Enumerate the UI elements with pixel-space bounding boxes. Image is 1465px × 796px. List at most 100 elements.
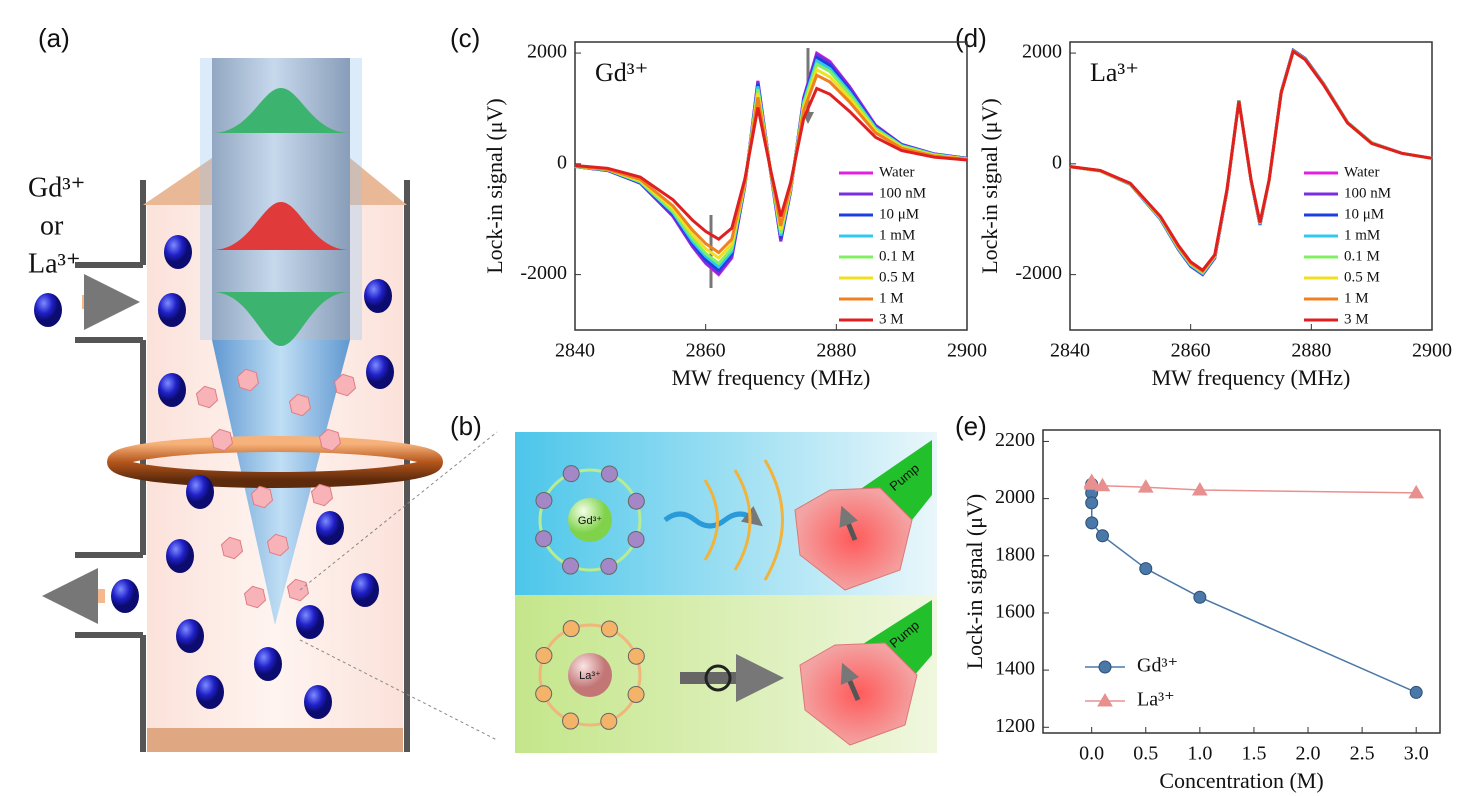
ion xyxy=(351,573,379,607)
ion xyxy=(364,279,392,313)
plot-frame xyxy=(1069,41,1433,331)
ion xyxy=(186,475,214,509)
electron xyxy=(535,647,553,665)
nv-spin xyxy=(839,505,858,541)
x-tick-label: 2.5 xyxy=(1350,743,1375,765)
zoom-line xyxy=(299,431,498,591)
y-tick-label: 2000 xyxy=(527,41,567,63)
legend-label: Gd³⁺ xyxy=(1137,655,1178,677)
x-tick-label: 3.0 xyxy=(1404,743,1429,765)
electron xyxy=(535,492,553,510)
legend-label: 100 nM xyxy=(1344,185,1391,201)
marker xyxy=(1193,590,1207,604)
la-ion xyxy=(568,653,612,697)
legend-marker xyxy=(1097,693,1113,707)
electron xyxy=(535,685,553,703)
electron xyxy=(627,685,645,703)
ion xyxy=(111,579,139,613)
or-label: or xyxy=(40,210,64,241)
legend-label: 0.1 M xyxy=(1344,248,1380,264)
x-axis-title: MW frequency (MHz) xyxy=(1152,365,1351,390)
ion xyxy=(316,511,344,545)
crystal xyxy=(243,585,267,609)
ion xyxy=(166,539,194,573)
crystal xyxy=(266,533,290,557)
legend-label: Water xyxy=(1344,164,1379,180)
pulse xyxy=(212,88,350,133)
ions xyxy=(34,235,394,719)
panel-label: (d) xyxy=(955,23,987,53)
coil xyxy=(107,436,443,488)
electron xyxy=(627,492,645,510)
legend-label: 0.5 M xyxy=(1344,269,1380,285)
y-tick-label: 2200 xyxy=(995,429,1035,451)
ion xyxy=(34,293,62,327)
electron xyxy=(562,712,580,730)
panel-label: (c) xyxy=(450,23,480,53)
ion-label: La³⁺ xyxy=(579,670,601,682)
legend-label: 1 M xyxy=(879,290,904,306)
y-tick-label: 1200 xyxy=(995,715,1035,737)
electron xyxy=(627,647,645,665)
y-axis-title: Lock-in signal (μV) xyxy=(962,494,987,670)
panel-label: (e) xyxy=(955,411,987,441)
marker xyxy=(1139,562,1153,576)
x-tick-label: 2.0 xyxy=(1296,743,1321,765)
marker xyxy=(1085,496,1099,510)
series-line xyxy=(1069,48,1433,273)
bottom-cap xyxy=(147,728,403,752)
ion xyxy=(304,685,332,719)
ion xyxy=(158,373,186,407)
ion-label: Gd³⁺ xyxy=(28,172,85,203)
electron xyxy=(562,557,580,575)
ion xyxy=(164,235,192,269)
annotation: Gd³⁺ xyxy=(595,58,648,87)
marker xyxy=(1409,685,1423,699)
electron xyxy=(627,530,645,548)
marker xyxy=(1408,484,1425,499)
legend-label: 3 M xyxy=(1344,311,1369,327)
gd-ion xyxy=(568,498,612,542)
ion xyxy=(196,675,224,709)
ion xyxy=(176,619,204,653)
marker xyxy=(1191,482,1208,496)
nanodiamonds xyxy=(195,368,357,609)
y-tick-label: -2000 xyxy=(520,262,567,284)
panel-a: Gd³⁺ or La³⁺ xyxy=(28,58,498,752)
legend-label: La³⁺ xyxy=(1137,689,1175,711)
orbit xyxy=(538,468,642,572)
field-arcs xyxy=(703,459,784,581)
panel-label: (b) xyxy=(450,411,482,441)
y-tick-label: 0 xyxy=(557,151,567,173)
x-tick-label: 2860 xyxy=(1171,340,1211,362)
crystal xyxy=(310,483,334,507)
electrons xyxy=(535,465,645,730)
x-tick-label: 0.0 xyxy=(1079,743,1104,765)
crystal xyxy=(318,428,342,452)
legend-label: 0.1 M xyxy=(879,248,915,264)
y-tick-label: 0 xyxy=(1052,151,1062,173)
x-tick-label: 1.5 xyxy=(1241,743,1266,765)
plot-frame xyxy=(1042,429,1441,734)
x-tick-label: 2880 xyxy=(1291,340,1331,362)
electron xyxy=(600,712,618,730)
y-tick-label: 2000 xyxy=(1022,41,1062,63)
crystal xyxy=(195,385,219,409)
electron xyxy=(535,530,553,548)
electron xyxy=(600,465,618,483)
nv-spin xyxy=(840,662,861,701)
x-tick-label: 0.5 xyxy=(1133,743,1158,765)
y-tick-label: 2000 xyxy=(995,486,1035,508)
crystal xyxy=(288,393,312,417)
electron xyxy=(562,620,580,638)
y-tick-label: -2000 xyxy=(1015,262,1062,284)
y-tick-label: 1400 xyxy=(995,658,1035,680)
y-axis-title: Lock-in signal (μV) xyxy=(977,98,1002,274)
crystal xyxy=(333,373,357,397)
crystal xyxy=(799,642,918,746)
block xyxy=(704,664,732,692)
marker xyxy=(1094,477,1111,492)
ion-label: La³⁺ xyxy=(28,248,81,279)
pulse xyxy=(212,292,350,346)
legend-label: 3 M xyxy=(879,311,904,327)
